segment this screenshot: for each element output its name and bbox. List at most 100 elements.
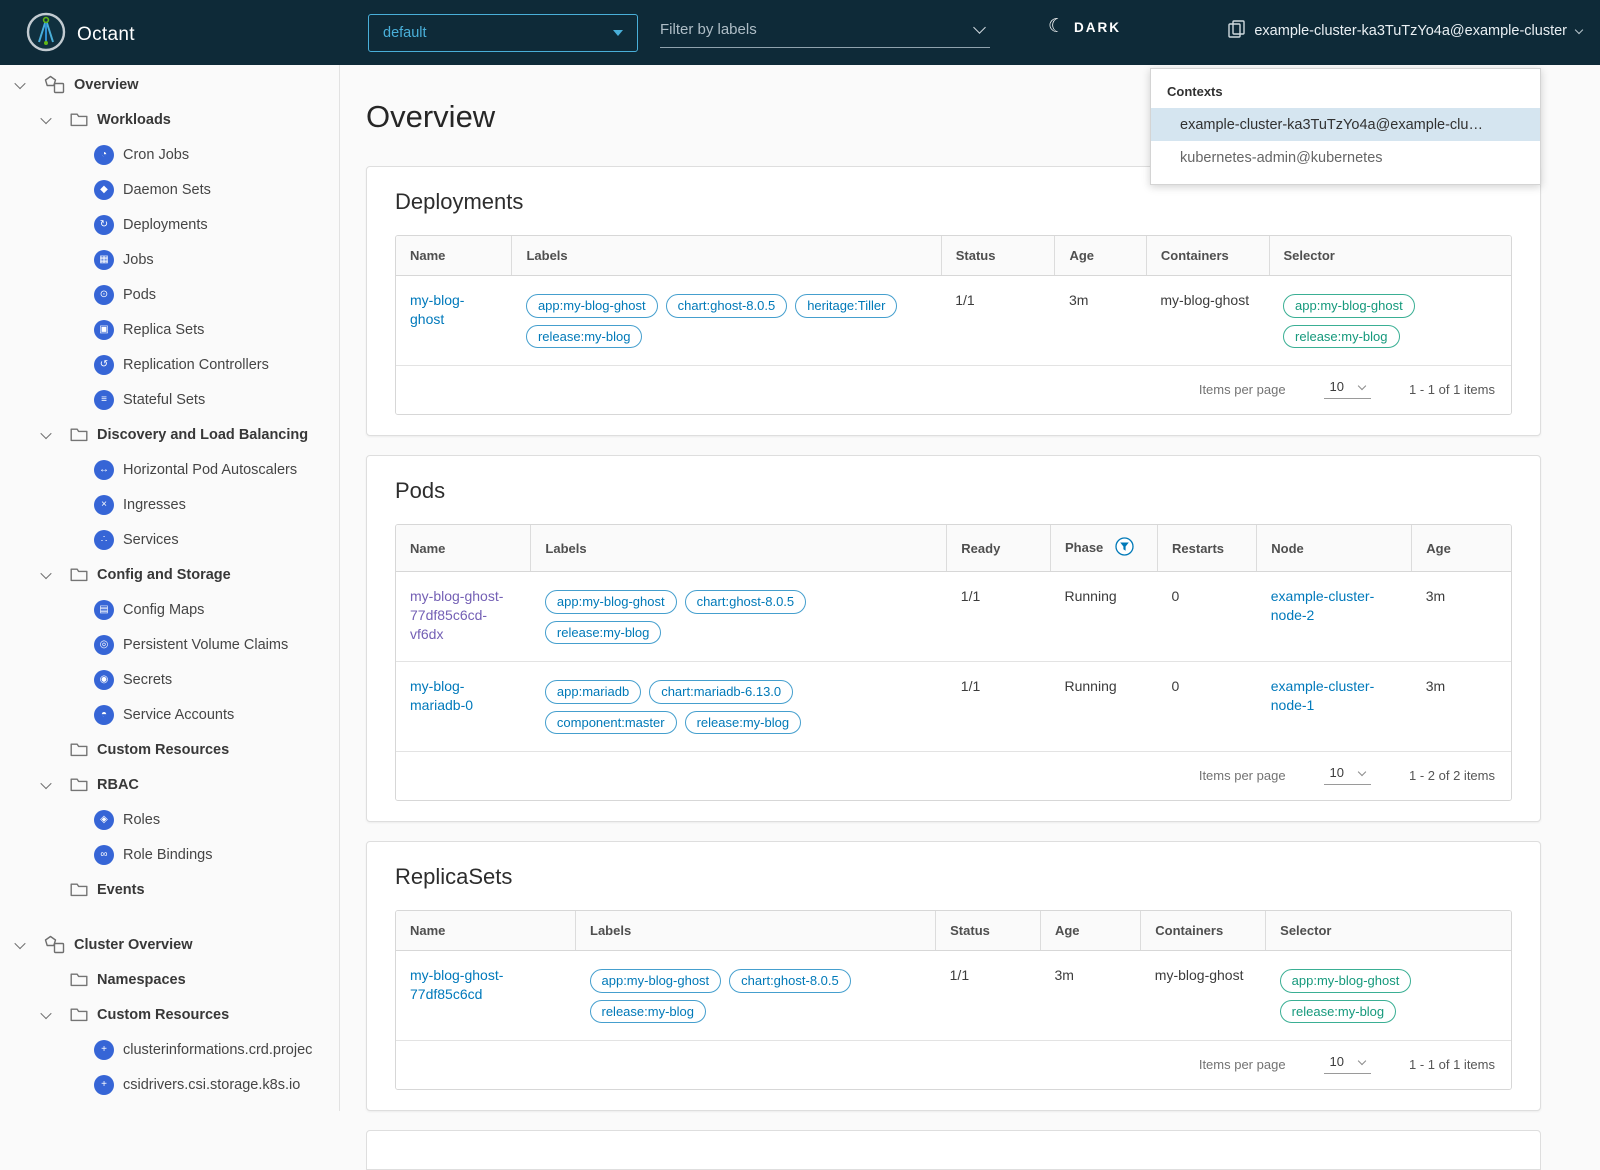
label-tag: chart:mariadb-6.13.0 [649, 680, 794, 704]
sidebar-item-custom-resources[interactable]: Custom Resources [0, 997, 339, 1032]
sidebar-item-config-and-storage[interactable]: Config and Storage [0, 557, 339, 592]
sidebar-item-label: Persistent Volume Claims [123, 636, 289, 653]
chevron-down-icon[interactable] [38, 777, 54, 789]
column-header-phase: Phase [1049, 525, 1158, 573]
namespace-select[interactable]: default [368, 14, 638, 52]
card-deployments: Deployments Name Labels Status Age Containers… [366, 166, 1541, 437]
chevron-down-icon[interactable] [12, 937, 28, 949]
sidebar-item-persistent-volume-claims[interactable]: ◎ Persistent Volume Claims [0, 627, 339, 662]
card-title: Pods [395, 478, 446, 504]
sidebar-item-label: Config Maps [123, 601, 205, 618]
chevron-down-icon[interactable] [973, 21, 986, 34]
column-header-containers: Containers [1140, 911, 1266, 952]
context-selector-button[interactable]: example-cluster-ka3TuTzYo4a@example-clus… [1228, 20, 1584, 42]
cell-restarts: 0 [1157, 661, 1257, 753]
pagination-range: 1 - 1 of 1 items [1409, 381, 1495, 397]
resource-link[interactable]: my-blog-ghost [410, 292, 465, 327]
sidebar-item-roles[interactable]: ◈ Roles [0, 802, 339, 837]
sidebar-item-pods[interactable]: ⊙ Pods [0, 277, 339, 312]
chevron-down-icon[interactable] [38, 567, 54, 579]
cell-labels: app:my-blog-ghost chart:ghost-8.0.5 herita… [511, 275, 942, 367]
statefulsets-icon: ≡ [94, 389, 114, 410]
overview-icon [44, 935, 65, 954]
table-row: my-blog-mariadb-0 app:mariadb chart:mariad… [396, 661, 1511, 753]
cell-status: 1/1 [941, 275, 1055, 367]
selector-tag: release:my-blog [1279, 999, 1397, 1024]
configmaps-icon: ▤ [94, 599, 114, 620]
sidebar-item-custom-resources[interactable]: Custom Resources [0, 732, 339, 767]
label-filter-input[interactable] [660, 21, 975, 38]
selector-tag: app:my-blog-ghost [1283, 294, 1415, 318]
sidebar-item-overview[interactable]: Overview [0, 67, 339, 102]
chevron-down-icon[interactable] [38, 1007, 54, 1019]
column-header-name: Name [396, 236, 512, 276]
resource-link[interactable]: my-blog-mariadb-0 [410, 678, 474, 714]
table-row: my-blog-ghost-77df85c6cd-vf6dx app:my-blo… [396, 571, 1511, 663]
sidebar-item-secrets[interactable]: ◉ Secrets [0, 662, 339, 697]
sidebar-item-label: Replication Controllers [123, 356, 269, 373]
sidebar-item-role-bindings[interactable]: ∞ Role Bindings [0, 837, 339, 872]
sidebar-item-events[interactable]: Events [0, 872, 339, 907]
crd-icon: + [94, 1074, 114, 1095]
chevron-down-icon[interactable] [38, 112, 54, 124]
page-size-select[interactable]: 10 [1323, 765, 1372, 786]
sidebar-item-label: clusterinformations.crd.projec [123, 1041, 313, 1058]
app-title: Octant [77, 23, 135, 45]
column-header-name: Name [396, 911, 576, 952]
column-header-containers: Containers [1145, 236, 1270, 276]
chevron-down-icon[interactable] [38, 427, 54, 439]
column-header-status: Status [940, 236, 1055, 276]
theme-toggle-label: DARK [1074, 20, 1122, 35]
resource-link[interactable]: example-cluster-node-2 [1270, 588, 1375, 623]
sidebar-item-replication-controllers[interactable]: ↺ Replication Controllers [0, 347, 339, 382]
sidebar-item-cluster-overview[interactable]: Cluster Overview [0, 927, 339, 962]
next-card-partial [366, 1130, 1541, 1170]
theme-toggle-button[interactable]: ☾ DARK [1048, 17, 1122, 37]
sidebar-item-replica-sets[interactable]: ▣ Replica Sets [0, 312, 339, 347]
chevron-down-icon [1357, 381, 1367, 390]
deployments-table: Name Labels Status Age Containers Selector my-… [396, 236, 1511, 367]
sidebar-item-jobs[interactable]: ▦ Jobs [0, 242, 339, 277]
page-size-select[interactable]: 10 [1323, 1054, 1372, 1075]
resource-link[interactable]: example-cluster-node-1 [1270, 678, 1375, 714]
page-size-select[interactable]: 10 [1323, 379, 1372, 400]
cell-age: 3m [1040, 950, 1141, 1042]
sidebar-item-horizontal-pod-autoscalers[interactable]: ↔ Horizontal Pod Autoscalers [0, 452, 339, 487]
sidebar-item-config-maps[interactable]: ▤ Config Maps [0, 592, 339, 627]
resource-link[interactable]: my-blog-ghost-77df85c6cd-vf6dx [410, 588, 504, 642]
sidebar-item-workloads[interactable]: Workloads [0, 102, 339, 137]
sidebar-item-cron-jobs[interactable]: ◔ Cron Jobs [0, 137, 339, 172]
sidebar-item-namespaces[interactable]: Namespaces [0, 962, 339, 997]
sidebar-item-stateful-sets[interactable]: ≡ Stateful Sets [0, 382, 339, 417]
sidebar-item-clusterinformations-crd-projec[interactable]: + clusterinformations.crd.projec [0, 1032, 339, 1067]
column-header-age: Age [1054, 236, 1147, 276]
sidebar-item-csidrivers-csi-storage-k8s-io[interactable]: + csidrivers.csi.storage.k8s.io [0, 1067, 339, 1102]
cell-text: 1/1 [960, 678, 981, 695]
chevron-down-icon [1574, 25, 1584, 34]
sidebar-item-services[interactable]: ∴ Services [0, 522, 339, 557]
cell-ready: 1/1 [946, 571, 1051, 663]
sidebar-item-rbac[interactable]: RBAC [0, 767, 339, 802]
sidebar-item-daemon-sets[interactable]: ◆ Daemon Sets [0, 172, 339, 207]
pagination-range: 1 - 1 of 1 items [1409, 1056, 1495, 1072]
sidebar-item-label: Stateful Sets [123, 391, 206, 408]
chevron-down-icon [1357, 767, 1367, 777]
cell-selector: app:my-blog-ghost release:my-blog [1269, 275, 1511, 367]
chevron-down-icon[interactable] [12, 77, 28, 89]
sidebar-item-service-accounts[interactable]: ◓ Service Accounts [0, 697, 339, 732]
sidebar-item-label: Jobs [123, 251, 154, 268]
cell-text: 1/1 [960, 588, 981, 605]
card-title: Deployments [395, 189, 524, 214]
context-option[interactable]: kubernetes-admin@kubernetes [1180, 149, 1383, 166]
filter-icon[interactable] [1115, 537, 1134, 559]
namespace-select-value: default [383, 25, 427, 41]
sidebar-item-deployments[interactable]: ↻ Deployments [0, 207, 339, 242]
hpa-icon: ↔ [94, 459, 114, 480]
cell-text: 3m [1054, 967, 1074, 984]
sidebar-item-discovery-and-load-balancing[interactable]: Discovery and Load Balancing [0, 417, 339, 452]
context-option[interactable]: example-cluster-ka3TuTzYo4a@example-clu… [1151, 108, 1540, 141]
sidebar-item-label: Role Bindings [123, 846, 213, 863]
sidebar-item-ingresses[interactable]: × Ingresses [0, 487, 339, 522]
pagination-range: 1 - 2 of 2 items [1409, 767, 1495, 783]
resource-link[interactable]: my-blog-ghost-77df85c6cd [410, 967, 504, 1003]
